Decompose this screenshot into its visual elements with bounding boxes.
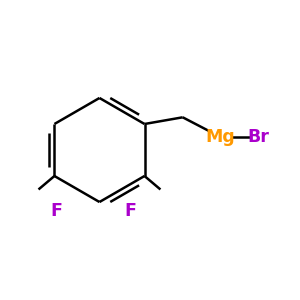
Text: F: F	[50, 202, 62, 220]
Text: F: F	[125, 202, 136, 220]
Text: Br: Br	[248, 128, 269, 146]
Text: Mg: Mg	[205, 128, 235, 146]
